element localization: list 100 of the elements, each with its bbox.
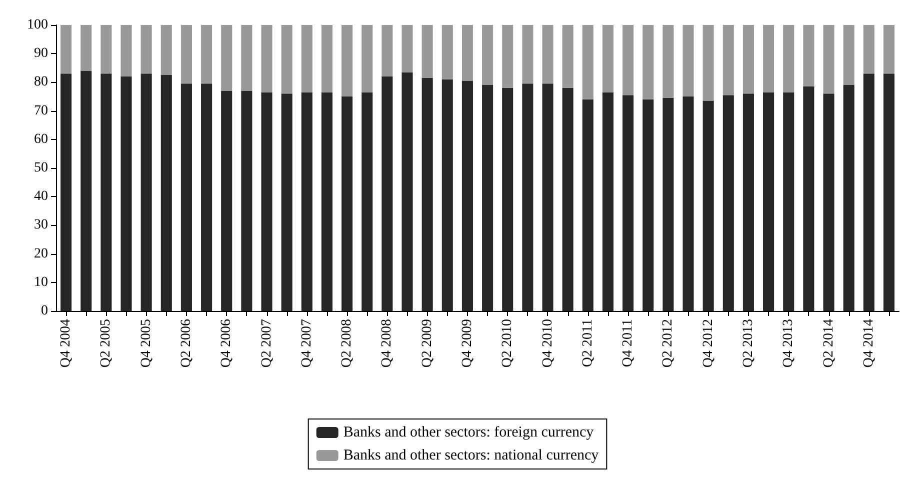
x-tick-label: Q4 2012 — [700, 319, 716, 368]
bar — [542, 25, 554, 84]
x-tick-label: Q2 2010 — [500, 319, 516, 368]
bar — [261, 25, 272, 92]
x-tick-label: Q4 2008 — [380, 319, 395, 368]
bar — [843, 85, 854, 311]
bar — [522, 25, 534, 84]
bar — [80, 25, 92, 71]
bar — [321, 25, 332, 92]
bar — [442, 25, 453, 80]
x-tick-label: Q2 2007 — [259, 319, 274, 368]
x-tick-label: Q4 2005 — [138, 319, 154, 368]
bar — [562, 25, 574, 88]
bar — [642, 99, 654, 311]
bar — [100, 74, 112, 311]
bar — [422, 25, 433, 78]
bar — [201, 84, 212, 311]
x-tick-label: Q4 2006 — [219, 319, 234, 368]
y-tick-label: 90 — [34, 46, 48, 62]
bar — [582, 99, 594, 311]
x-tick-label: Q2 2011 — [580, 319, 596, 368]
bar — [662, 25, 674, 98]
bar — [221, 25, 232, 91]
bar — [642, 25, 654, 100]
bar — [241, 90, 252, 311]
bar — [402, 25, 413, 72]
y-tick-label: 50 — [34, 160, 48, 176]
bar — [602, 92, 614, 311]
x-tick-label: Q2 2009 — [420, 319, 435, 368]
bar — [241, 25, 252, 91]
bar — [682, 25, 694, 96]
bar — [160, 75, 172, 311]
bar — [662, 98, 674, 311]
bar — [60, 74, 72, 311]
bar — [722, 25, 734, 96]
bar — [763, 25, 774, 92]
bar — [482, 25, 494, 86]
bar — [120, 25, 132, 76]
y-tick-label: 20 — [34, 246, 48, 262]
bar — [140, 74, 152, 311]
bar — [702, 100, 714, 311]
bar — [742, 25, 754, 94]
bar — [221, 90, 232, 311]
bar — [542, 84, 554, 311]
bar — [722, 95, 734, 311]
bar — [100, 25, 112, 74]
bar — [362, 25, 373, 92]
y-tick-label: 10 — [34, 274, 48, 290]
bar — [702, 25, 714, 101]
x-tick-label: Q4 2010 — [540, 319, 556, 368]
y-tick-label: 100 — [27, 18, 48, 32]
bar — [622, 95, 634, 311]
bar — [160, 25, 172, 76]
bar — [342, 25, 353, 96]
bar — [382, 76, 393, 311]
y-tick-label: 0 — [41, 304, 48, 318]
y-tick-label: 40 — [34, 189, 48, 204]
bar — [80, 70, 92, 311]
bar — [140, 25, 152, 74]
bar — [382, 25, 393, 76]
y-tick-label: 80 — [34, 74, 48, 90]
bar — [281, 25, 292, 94]
bar — [462, 25, 473, 81]
bar — [120, 76, 132, 311]
bar — [301, 92, 312, 311]
bar — [422, 78, 433, 311]
bar — [482, 85, 494, 311]
bar — [823, 94, 834, 311]
bar — [402, 72, 413, 311]
bar — [863, 25, 874, 74]
x-tick-label: Q2 2008 — [340, 319, 355, 368]
x-tick-label: Q4 2007 — [299, 319, 314, 368]
bar — [180, 84, 192, 311]
bar — [301, 25, 312, 92]
bar — [462, 80, 473, 311]
x-tick-label: Q2 2005 — [98, 319, 114, 368]
x-tick-label: Q4 2004 — [58, 319, 74, 368]
bar — [602, 25, 614, 92]
x-tick-label: Q2 2013 — [740, 319, 756, 368]
bar — [281, 94, 292, 311]
bar — [201, 25, 212, 84]
bar — [742, 94, 754, 311]
bar — [783, 92, 794, 311]
bar — [60, 25, 72, 74]
x-tick-label: Q2 2006 — [178, 319, 194, 368]
x-tick-label: Q4 2013 — [781, 319, 796, 368]
legend-label: Banks and other sectors: national currency — [343, 448, 600, 464]
y-tick-label: 60 — [34, 132, 48, 147]
bar — [823, 25, 834, 94]
x-tick-label: Q2 2012 — [660, 319, 676, 368]
bar — [843, 25, 854, 86]
x-tick-label: Q4 2009 — [460, 319, 475, 368]
bar — [883, 25, 894, 74]
bar — [342, 96, 353, 311]
bar — [180, 25, 192, 84]
bar — [803, 25, 814, 86]
bar — [622, 25, 634, 96]
bar — [863, 74, 874, 311]
x-tick-label: Q4 2014 — [861, 319, 876, 368]
x-tick-label: Q2 2014 — [821, 319, 836, 368]
